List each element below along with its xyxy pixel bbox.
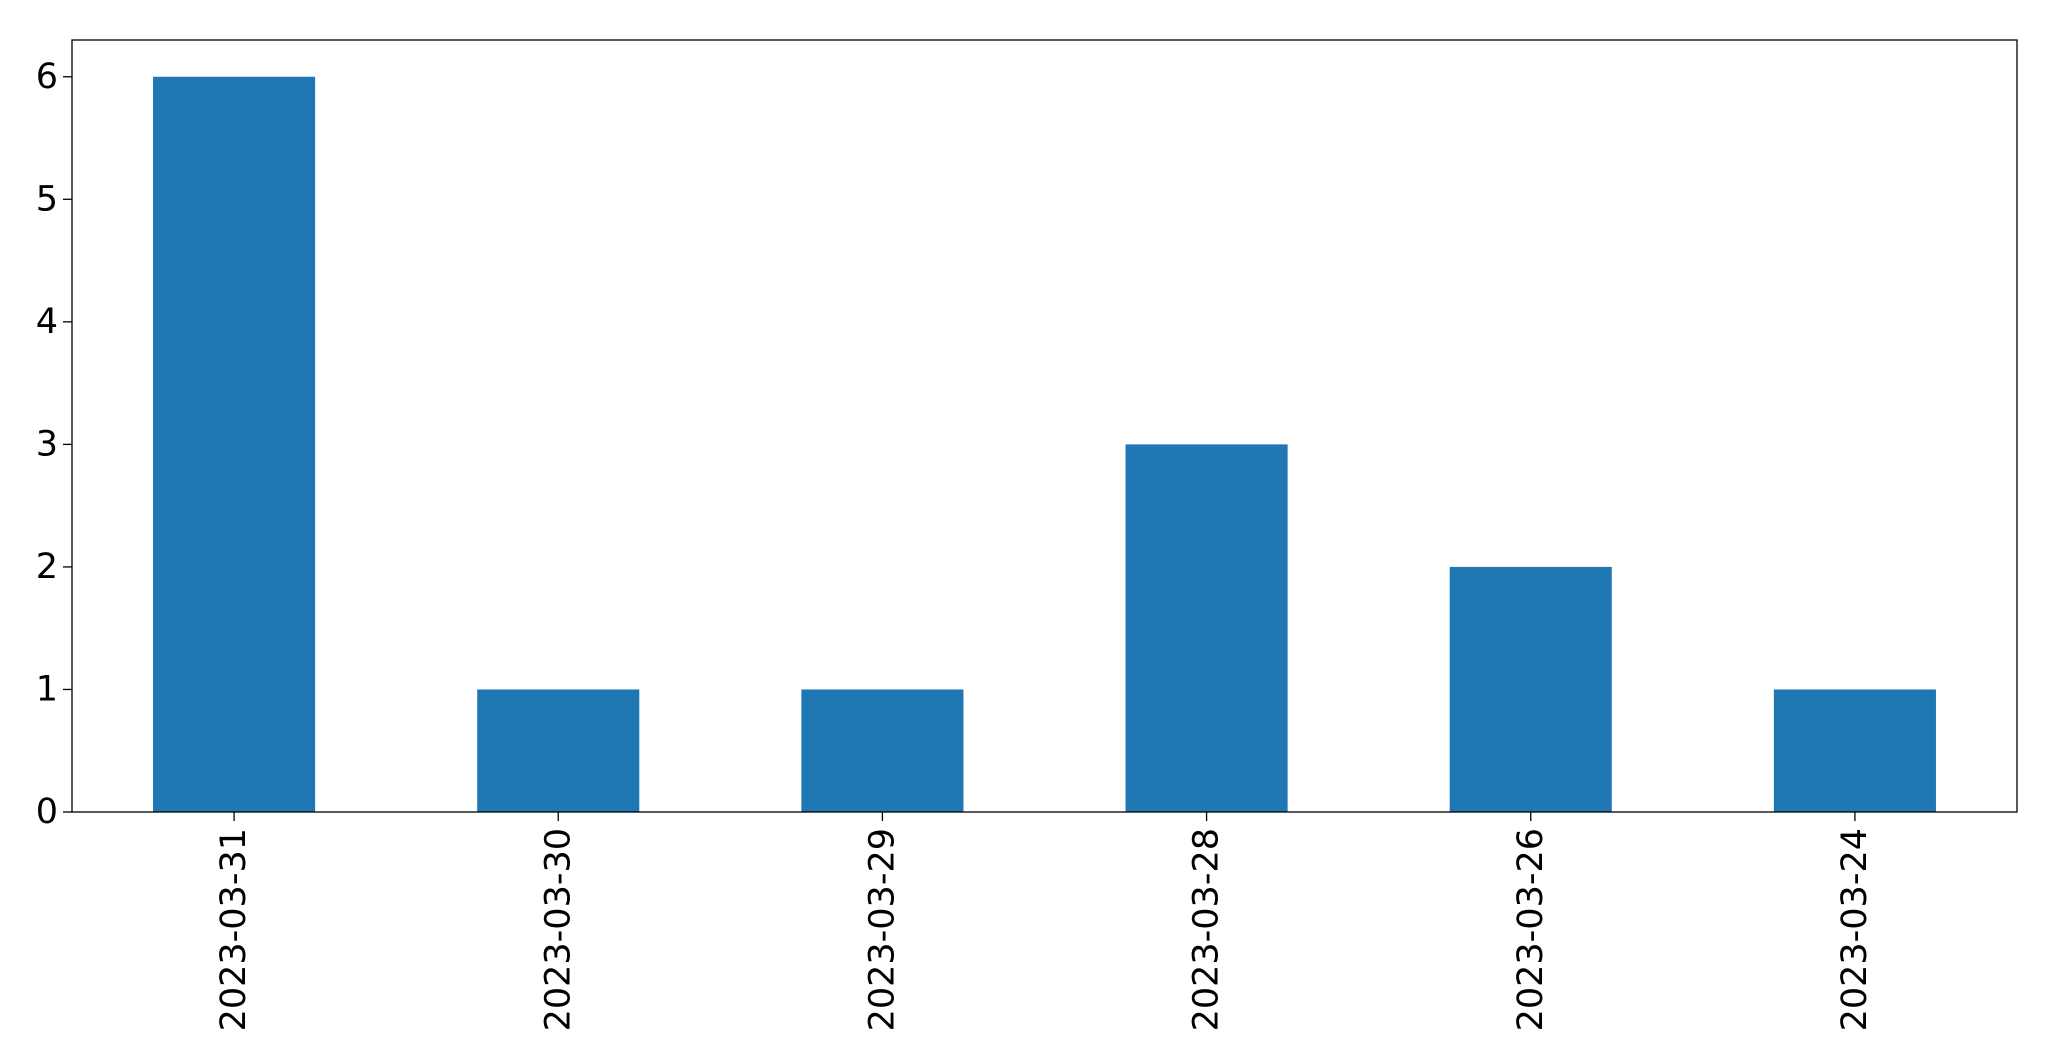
x-tick-label: 2023-03-28: [1187, 828, 1227, 1031]
bar-2023-03-30: [477, 689, 640, 812]
y-tick-label: 4: [36, 302, 58, 342]
x-axis: 2023-03-31 2023-03-30 2023-03-29 2023-03-28…: [214, 812, 1875, 1031]
bar-2023-03-31: [153, 76, 316, 812]
y-tick-label: 2: [36, 547, 58, 587]
y-axis: 0 1 2 3 4 5 6: [36, 57, 72, 832]
y-tick-label: 1: [36, 669, 58, 709]
x-tick-label: 2023-03-31: [214, 828, 254, 1031]
y-tick-label: 6: [36, 57, 58, 97]
y-tick-label: 3: [36, 424, 58, 464]
x-tick-label: 2023-03-24: [1835, 828, 1875, 1031]
bar-2023-03-26: [1449, 566, 1612, 812]
x-tick-label: 2023-03-29: [862, 828, 902, 1031]
x-tick-label: 2023-03-30: [538, 828, 578, 1031]
y-tick-label: 5: [36, 179, 58, 219]
x-tick-label: 2023-03-26: [1511, 828, 1551, 1031]
y-tick-label: 0: [36, 792, 58, 832]
axes-frame: [71, 39, 2018, 813]
bar-2023-03-28: [1125, 444, 1288, 812]
bar-2023-03-24: [1773, 689, 1936, 812]
bars-group: [153, 76, 1936, 812]
bar-2023-03-29: [801, 689, 964, 812]
